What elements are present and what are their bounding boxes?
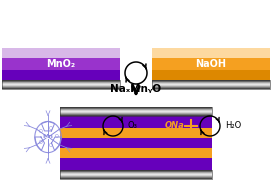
Bar [152, 83, 270, 84]
Text: O: O [49, 143, 53, 148]
Bar [2, 87, 120, 88]
Bar [60, 109, 212, 110]
Text: O₃: O₃ [128, 122, 138, 130]
Bar [2, 70, 120, 80]
Bar [2, 80, 120, 81]
Bar [60, 148, 212, 158]
Bar [152, 80, 270, 89]
Bar [60, 178, 212, 179]
Bar [152, 88, 270, 89]
Bar [152, 80, 270, 81]
Text: H₂O: H₂O [225, 122, 241, 130]
Bar [60, 170, 212, 171]
Text: Mn: Mn [42, 135, 53, 139]
Text: O: O [55, 135, 59, 139]
Bar [60, 114, 212, 115]
Bar [152, 84, 270, 85]
Bar [60, 128, 212, 138]
Bar [152, 81, 270, 82]
Bar [152, 82, 270, 83]
Bar [60, 172, 212, 173]
Bar [2, 84, 120, 85]
Text: MnO₂: MnO₂ [47, 59, 76, 69]
Bar [60, 175, 212, 176]
Bar [152, 87, 270, 88]
Bar [2, 58, 120, 70]
Bar [60, 115, 212, 116]
Text: NaOH: NaOH [196, 59, 227, 69]
Bar [60, 107, 212, 116]
Bar [60, 170, 212, 171]
Bar [2, 86, 120, 87]
Bar [60, 108, 212, 109]
Bar [60, 107, 212, 108]
Text: O: O [49, 126, 53, 131]
Bar [2, 48, 120, 58]
Bar [2, 80, 120, 89]
Bar [2, 87, 120, 88]
Bar [152, 70, 270, 80]
Bar [152, 87, 270, 88]
Bar [60, 177, 212, 178]
Bar [60, 112, 212, 113]
Bar [152, 85, 270, 86]
Bar [2, 88, 120, 89]
Text: NaₓMnᵧO: NaₓMnᵧO [110, 84, 162, 94]
Bar [2, 82, 120, 83]
Bar [60, 111, 212, 112]
Bar [60, 158, 212, 170]
Bar [60, 171, 212, 172]
Bar [2, 81, 120, 82]
Bar [60, 113, 212, 114]
Bar [152, 48, 270, 58]
Bar [60, 110, 212, 111]
Bar [60, 114, 212, 115]
Bar [152, 86, 270, 87]
Bar [60, 173, 212, 174]
Bar [2, 85, 120, 86]
Bar [2, 83, 120, 84]
Text: O: O [39, 140, 43, 145]
Bar [60, 170, 212, 179]
Bar [60, 111, 212, 112]
Bar [60, 176, 212, 177]
Bar [60, 174, 212, 175]
Bar [152, 58, 270, 70]
Bar [60, 116, 212, 128]
Bar [60, 138, 212, 148]
Text: ONa: ONa [165, 122, 185, 130]
Text: O: O [39, 129, 43, 134]
